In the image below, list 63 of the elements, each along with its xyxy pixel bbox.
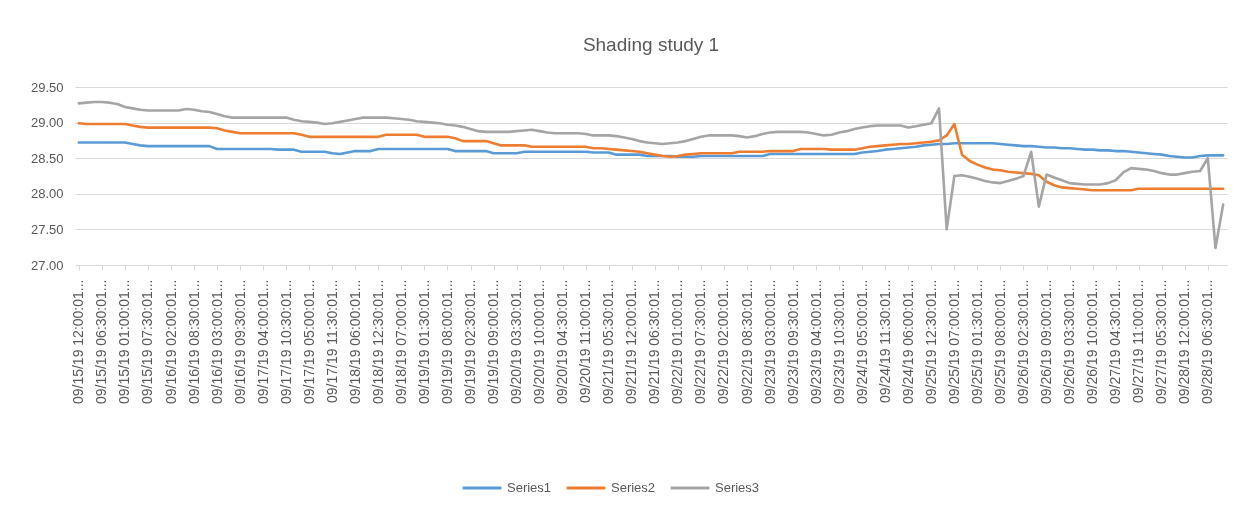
x-tick-label: 09/20/19 10:00:01... <box>531 279 548 405</box>
x-tick-label: 09/16/19 08:30:01... <box>185 279 202 405</box>
line-series <box>77 122 1225 192</box>
x-tick-label: 09/20/19 04:30:01... <box>554 279 571 405</box>
y-tick-label: 28.00 <box>30 186 64 202</box>
x-tick-label: 09/22/19 02:00:01... <box>715 279 732 405</box>
x-tick-label: 09/23/19 03:00:01... <box>761 279 778 405</box>
x-tick-label: 09/21/19 05:30:01... <box>600 279 617 405</box>
x-tick-label: 09/17/19 05:00:01... <box>300 279 317 405</box>
x-tick-label: 09/19/19 01:30:01... <box>415 279 432 405</box>
x-tick-label: 09/15/19 12:00:01... <box>70 279 87 405</box>
x-tick-label: 09/25/19 07:00:01... <box>945 279 962 405</box>
x-tick-label: 09/26/19 03:30:01... <box>1061 279 1078 405</box>
x-tick-label: 09/24/19 05:00:01... <box>853 279 870 405</box>
x-tick-label: 09/23/19 09:30:01... <box>784 279 801 405</box>
x-tick-label: 09/27/19 04:30:01... <box>1107 279 1124 405</box>
legend-label: Series1 <box>507 480 552 495</box>
y-tick-label: 29.50 <box>30 79 64 95</box>
x-tick-label: 09/17/19 04:00:01... <box>254 279 271 405</box>
x-tick-label: 09/24/19 06:00:01... <box>899 279 916 405</box>
x-tick-label: 09/17/19 11:30:01... <box>323 279 340 404</box>
x-tick-label: 09/24/19 11:30:01... <box>876 279 893 404</box>
chart-title: Shading study 1 <box>582 34 720 55</box>
x-tick-label: 09/15/19 01:00:01... <box>116 279 133 405</box>
y-tick-label: 27.50 <box>30 221 64 237</box>
x-tick-label: 09/20/19 11:00:01... <box>577 279 594 404</box>
x-tick-label: 09/23/19 10:30:01... <box>830 279 847 405</box>
x-tick-label: 09/25/19 01:30:01... <box>968 279 985 405</box>
x-tick-label: 09/22/19 07:30:01... <box>692 279 709 405</box>
x-tick-label: 09/18/19 06:00:01... <box>346 279 363 405</box>
x-tick-label: 09/15/19 07:30:01... <box>139 279 156 405</box>
x-tick-label: 09/27/19 11:00:01... <box>1130 279 1147 404</box>
x-tick-label: 09/19/19 08:00:01... <box>438 279 455 405</box>
line-series <box>77 100 1225 250</box>
y-tick-label: 29.00 <box>30 115 64 131</box>
x-tick-label: 09/21/19 06:30:01... <box>646 279 663 405</box>
x-tick-label: 09/21/19 12:00:01... <box>623 279 640 405</box>
x-tick-label: 09/22/19 01:00:01... <box>669 279 686 405</box>
line-series <box>77 141 1225 159</box>
x-tick-label: 09/16/19 09:30:01... <box>231 279 248 405</box>
x-tick-label: 09/28/19 06:30:01... <box>1199 279 1216 405</box>
x-tick-label: 09/16/19 02:00:01... <box>162 279 179 405</box>
x-tick-label: 09/17/19 10:30:01... <box>277 279 294 405</box>
x-tick-label: 09/25/19 12:30:01... <box>922 279 939 405</box>
x-tick-label: 09/19/19 09:00:01... <box>485 279 502 405</box>
y-tick-label: 28.50 <box>30 150 64 166</box>
legend-label: Series2 <box>611 480 656 495</box>
x-tick-label: 09/20/19 03:30:01... <box>508 279 525 405</box>
x-tick-label: 09/16/19 03:00:01... <box>208 279 225 405</box>
x-tick-label: 09/25/19 08:00:01... <box>991 279 1008 405</box>
x-tick-label: 09/28/19 12:00:01... <box>1176 279 1193 405</box>
legend-label: Series3 <box>715 480 760 495</box>
x-tick-label: 09/18/19 07:00:01... <box>392 279 409 405</box>
x-tick-label: 09/26/19 10:00:01... <box>1084 279 1101 405</box>
x-tick-label: 09/23/19 04:00:01... <box>807 279 824 405</box>
x-tick-label: 09/15/19 06:30:01... <box>93 279 110 405</box>
x-tick-label: 09/19/19 02:30:01... <box>462 279 479 405</box>
x-tick-label: 09/18/19 12:30:01... <box>369 279 386 405</box>
y-tick-label: 27.00 <box>30 257 64 273</box>
x-tick-label: 09/26/19 09:00:01... <box>1038 279 1055 405</box>
x-tick-label: 09/27/19 05:30:01... <box>1153 279 1170 405</box>
x-tick-label: 09/22/19 08:30:01... <box>738 279 755 405</box>
x-tick-label: 09/26/19 02:30:01... <box>1014 279 1031 405</box>
